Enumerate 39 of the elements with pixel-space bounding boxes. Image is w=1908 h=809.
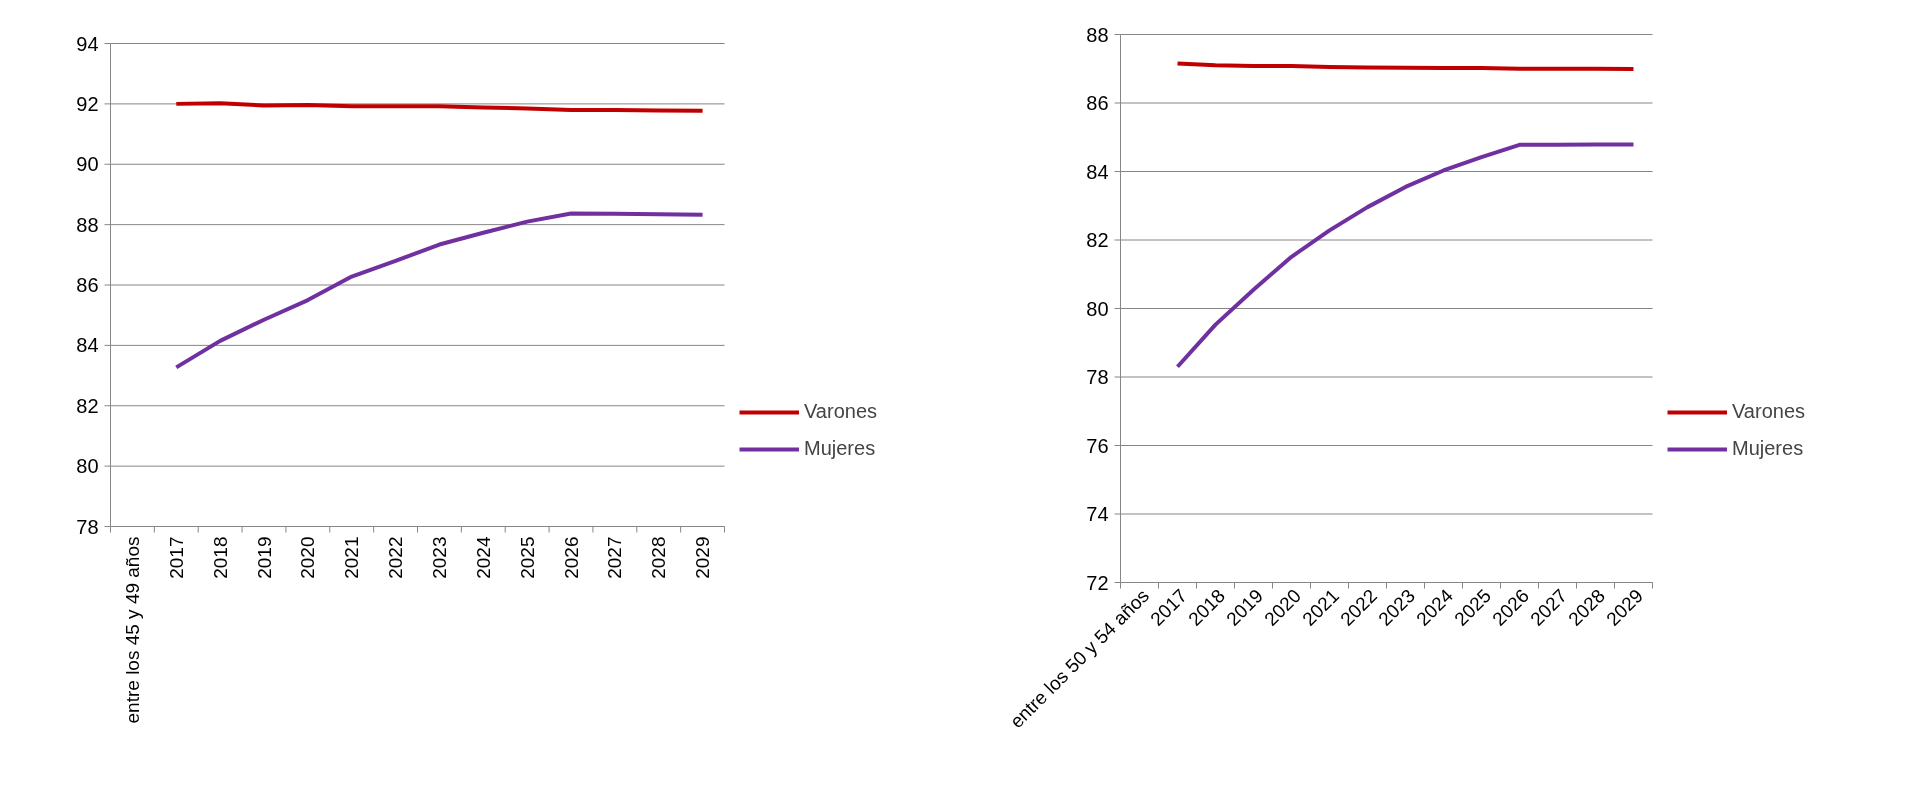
legend-label: Varones xyxy=(804,400,878,423)
y-tick-label: 90 xyxy=(76,153,99,176)
y-tick-label: 78 xyxy=(76,515,99,538)
x-tick-label: 2020 xyxy=(297,536,319,579)
y-tick-label: 80 xyxy=(76,455,99,478)
legend-label: Mujeres xyxy=(804,437,876,460)
y-tick-label: 84 xyxy=(76,334,99,357)
x-tick-label: 2029 xyxy=(692,536,714,579)
x-tick-label: 2023 xyxy=(428,536,450,579)
y-tick-label: 86 xyxy=(76,274,99,296)
line-series xyxy=(174,101,705,113)
x-tick-label: 2028 xyxy=(648,536,670,579)
x-tick-label: 2026 xyxy=(560,536,582,579)
x-tick-label: 2018 xyxy=(209,536,231,579)
y-tick-label: 74 xyxy=(1086,503,1109,525)
y-tick-label: 78 xyxy=(1086,366,1109,388)
y-tick-label: 88 xyxy=(76,213,99,236)
x-tick-label: 2027 xyxy=(604,536,626,579)
x-tick-label: 2019 xyxy=(253,536,275,579)
y-tick-label: 84 xyxy=(1086,160,1109,183)
x-tick-label: 2017 xyxy=(165,536,187,579)
y-tick-label: 94 xyxy=(76,32,99,55)
y-tick-label: 76 xyxy=(1086,434,1109,457)
line-series xyxy=(1175,142,1636,369)
y-tick-label: 82 xyxy=(76,394,99,417)
legend-label: Varones xyxy=(1732,400,1806,423)
y-tick-label: 80 xyxy=(1086,297,1109,320)
x-tick-label: 2021 xyxy=(341,536,363,579)
y-tick-label: 82 xyxy=(1086,229,1109,251)
x-tick-label: entre los 45 y 49 años xyxy=(121,536,143,724)
y-tick-label: 88 xyxy=(1086,23,1109,46)
y-tick-label: 72 xyxy=(1086,571,1109,594)
y-tick-label: 86 xyxy=(1086,92,1109,114)
line-series xyxy=(174,211,705,370)
x-tick-label: 2024 xyxy=(472,536,494,579)
x-tick-label: 2022 xyxy=(385,536,407,579)
legend-label: Mujeres xyxy=(1732,437,1804,460)
x-tick-label: 2025 xyxy=(516,536,538,579)
y-tick-label: 92 xyxy=(76,92,99,115)
